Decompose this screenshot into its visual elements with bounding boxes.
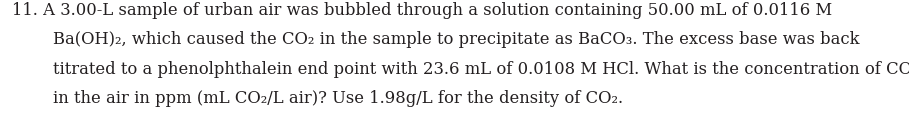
Text: 11. A 3.00-L sample of urban air was bubbled through a solution containing 50.00: 11. A 3.00-L sample of urban air was bub… xyxy=(12,2,832,19)
Text: titrated to a phenolphthalein end point with 23.6 mL of 0.0108 M HCl. What is th: titrated to a phenolphthalein end point … xyxy=(53,60,909,77)
Text: in the air in ppm (mL CO₂/L air)? Use 1.98g/L for the density of CO₂.: in the air in ppm (mL CO₂/L air)? Use 1.… xyxy=(53,89,623,106)
Text: Ba(OH)₂, which caused the CO₂ in the sample to precipitate as BaCO₃. The excess : Ba(OH)₂, which caused the CO₂ in the sam… xyxy=(53,31,859,48)
